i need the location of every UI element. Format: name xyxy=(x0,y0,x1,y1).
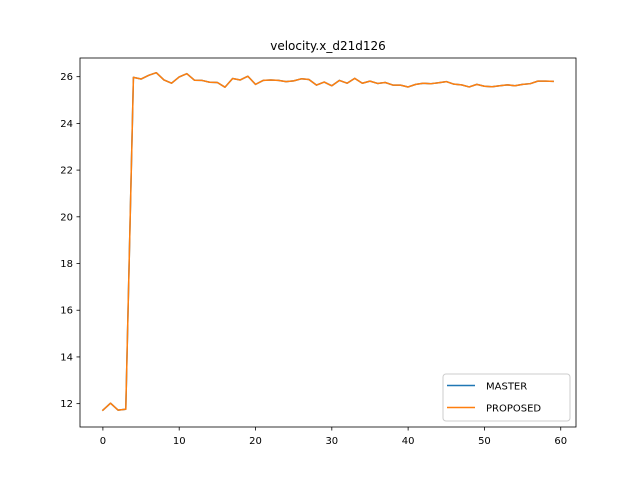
legend-label-master: MASTER xyxy=(486,382,527,393)
y-tick-label: 16 xyxy=(60,306,73,317)
x-tick-label: 0 xyxy=(100,436,106,447)
series-line-proposed xyxy=(101,71,554,412)
y-tick-label: 24 xyxy=(60,119,73,130)
x-tick-label: 10 xyxy=(173,436,186,447)
chart-title: velocity.x_d21d126 xyxy=(270,39,386,53)
x-tick-label: 30 xyxy=(325,436,338,447)
y-tick-label: 14 xyxy=(60,352,73,363)
y-tick-label: 22 xyxy=(60,166,73,177)
plot-frame xyxy=(79,57,577,428)
x-tick-label: 50 xyxy=(478,436,491,447)
y-tick-label: 12 xyxy=(60,399,73,410)
x-tick-label: 20 xyxy=(249,436,262,447)
x-tick-label: 60 xyxy=(554,436,567,447)
x-axis: 0 10 20 30 40 50 60 xyxy=(100,427,567,447)
legend-label-proposed: PROPOSED xyxy=(486,404,541,415)
plot-area xyxy=(80,58,576,427)
y-tick-label: 26 xyxy=(60,72,73,83)
y-axis: 12 14 16 18 20 22 24 26 xyxy=(60,72,80,410)
legend: MASTER PROPOSED xyxy=(442,373,571,422)
series-lines xyxy=(101,71,554,412)
y-tick-label: 20 xyxy=(60,212,73,223)
y-tick-label: 18 xyxy=(60,259,73,270)
x-tick-label: 40 xyxy=(402,436,415,447)
